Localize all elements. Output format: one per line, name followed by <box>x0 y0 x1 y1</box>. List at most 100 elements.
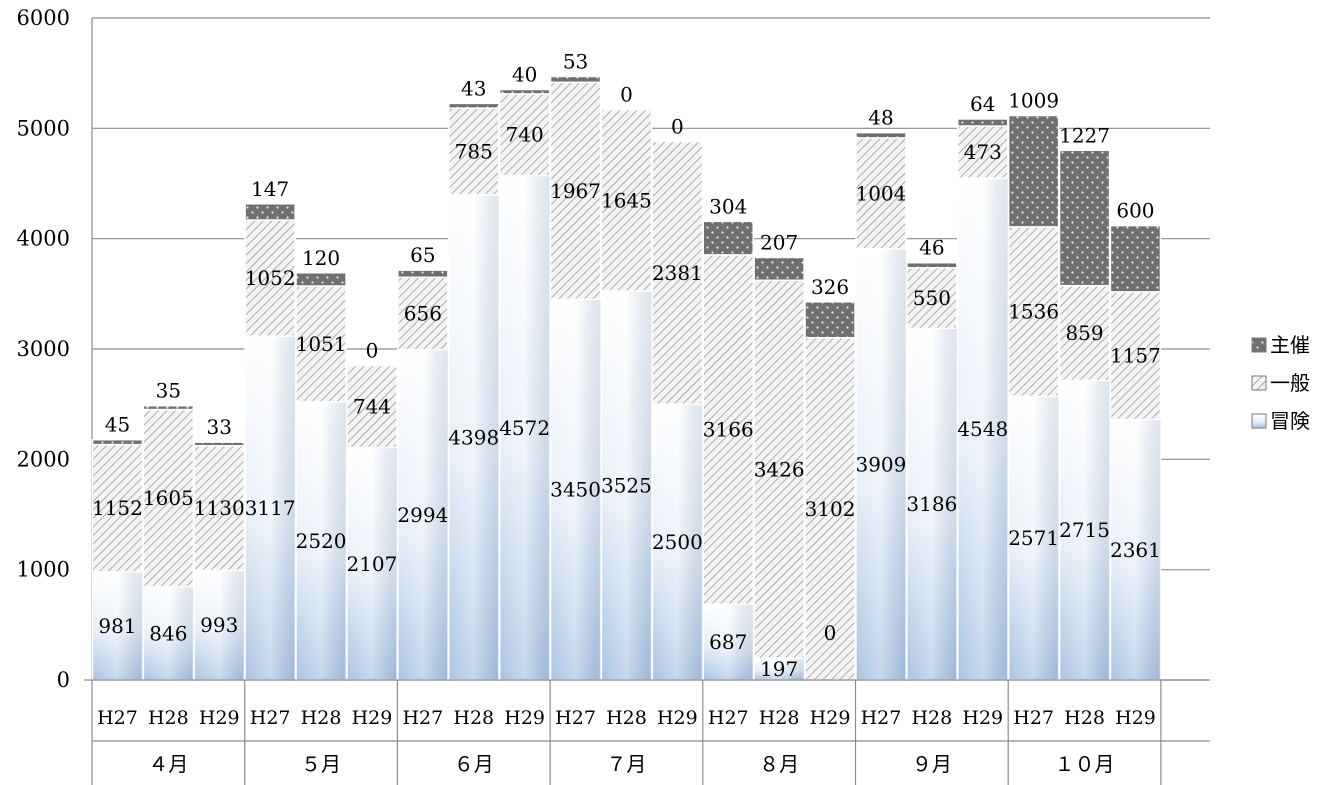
data-label: 3909 <box>855 452 906 476</box>
data-label: 981 <box>98 614 136 638</box>
bar-segment-shade <box>601 291 652 680</box>
data-label: 859 <box>1065 321 1103 345</box>
data-label: 304 <box>709 194 747 218</box>
bar-segment-shade <box>499 175 550 680</box>
data-label: 1130 <box>194 496 245 520</box>
data-label: 1157 <box>1110 344 1161 368</box>
y-tick-label: 6000 <box>17 6 70 30</box>
data-label: 846 <box>149 621 187 645</box>
bar-segment-shusai <box>498 88 551 95</box>
bar-segment-ippan <box>244 219 296 337</box>
x-tick-label: H29 <box>962 707 1003 729</box>
legend-swatch <box>1251 413 1267 429</box>
data-label: 2994 <box>397 503 448 527</box>
data-label: 3450 <box>550 478 601 502</box>
bar-segment-shusai <box>549 75 602 84</box>
data-label: 2571 <box>1008 526 1059 550</box>
x-tick-label: H28 <box>606 707 647 729</box>
data-label: 3525 <box>601 474 652 498</box>
x-tick-label: H27 <box>555 707 596 729</box>
data-label: 33 <box>207 415 232 439</box>
bar-segment-shusai <box>702 220 754 256</box>
data-label: 35 <box>156 379 181 403</box>
x-tick-label: H28 <box>301 707 342 729</box>
bar-segment-ippan <box>498 93 551 177</box>
data-label: 2715 <box>1059 518 1110 542</box>
bar-segment-shusai <box>1109 224 1162 293</box>
data-label: 740 <box>506 123 544 147</box>
data-label: 0 <box>620 83 633 107</box>
bar-segment-shusai <box>804 301 856 339</box>
data-label: 65 <box>410 243 435 267</box>
data-label: 1051 <box>296 332 347 356</box>
bar-segment-ippan <box>193 445 245 572</box>
data-label: 687 <box>709 630 747 654</box>
bar-segment-shusai <box>957 118 1009 127</box>
data-label: 3426 <box>754 457 805 481</box>
data-label: 1645 <box>601 188 652 212</box>
group-label: ５月 <box>301 752 341 776</box>
data-label: 3102 <box>805 497 856 521</box>
bar-segment-ippan <box>1058 284 1111 382</box>
bar-segment-ippan <box>142 408 195 588</box>
data-labels: 981 1152 45 846 1605 35 993 1130 33 3117 1052 147 25… <box>92 49 1161 681</box>
data-label: 48 <box>868 106 893 130</box>
bar-segment-ippan <box>702 254 754 605</box>
data-label: 3186 <box>906 492 957 516</box>
x-tick-label: H27 <box>861 707 902 729</box>
data-label: 1004 <box>855 181 906 205</box>
x-tick-label: H28 <box>759 707 800 729</box>
data-label: 207 <box>760 230 798 254</box>
bar-segment-shade <box>1008 396 1059 680</box>
bar-segment-shusai <box>193 441 245 447</box>
bar-segment-ippan <box>1007 226 1060 398</box>
data-label: 4572 <box>499 416 550 440</box>
bar-segment-ippan <box>804 336 856 681</box>
data-label: 1152 <box>92 496 143 520</box>
legend-swatch <box>1251 375 1267 391</box>
bar-segment-shade <box>1059 380 1110 680</box>
bar-segment-shusai <box>91 438 144 446</box>
data-label: 46 <box>919 236 944 260</box>
legend-label: 冒険 <box>1270 409 1310 433</box>
data-label: 2520 <box>296 529 347 553</box>
data-label: 64 <box>970 92 995 116</box>
bar-segment-shade <box>1110 419 1161 680</box>
legend-label: 主催 <box>1270 333 1310 357</box>
x-tick-label: H29 <box>810 707 851 729</box>
bar-segment-shade <box>754 658 805 680</box>
bar-segment-shusai <box>295 272 347 287</box>
bar-segment-shusai <box>753 256 805 282</box>
data-label: 785 <box>455 139 493 163</box>
bar-segment-shade <box>143 586 194 680</box>
data-label: 1536 <box>1008 300 1059 324</box>
data-label: 744 <box>353 394 391 418</box>
bar-segment-shade <box>906 328 957 680</box>
bar-segment-shusai <box>1058 149 1111 287</box>
data-label: 656 <box>404 301 442 325</box>
data-label: 326 <box>811 275 849 299</box>
x-tick-label: H28 <box>453 707 494 729</box>
x-tick-label: H27 <box>1013 707 1054 729</box>
data-label: 3166 <box>703 418 754 442</box>
bar-segment-shade <box>92 571 143 680</box>
bar-segment-shade <box>957 178 1008 681</box>
bar-segment-shade <box>397 349 448 680</box>
bar-segment-shade <box>194 570 245 680</box>
bar-segment-shade <box>652 404 703 680</box>
data-label: 993 <box>200 613 238 637</box>
bar-segment-shade <box>703 604 754 680</box>
legend-swatch <box>1251 337 1267 353</box>
x-tick-label: H29 <box>657 707 698 729</box>
x-tick-label: H27 <box>402 707 443 729</box>
bar-segment-shusai <box>906 261 958 269</box>
x-tick-label: H27 <box>97 707 138 729</box>
x-tick-label: H29 <box>504 707 545 729</box>
x-tick-label: H27 <box>708 707 749 729</box>
bar-segment-ippan <box>753 279 805 660</box>
bar-segment-ippan <box>295 285 347 403</box>
bar-segment-shade <box>245 336 296 680</box>
bar-segment-shade <box>346 447 397 680</box>
